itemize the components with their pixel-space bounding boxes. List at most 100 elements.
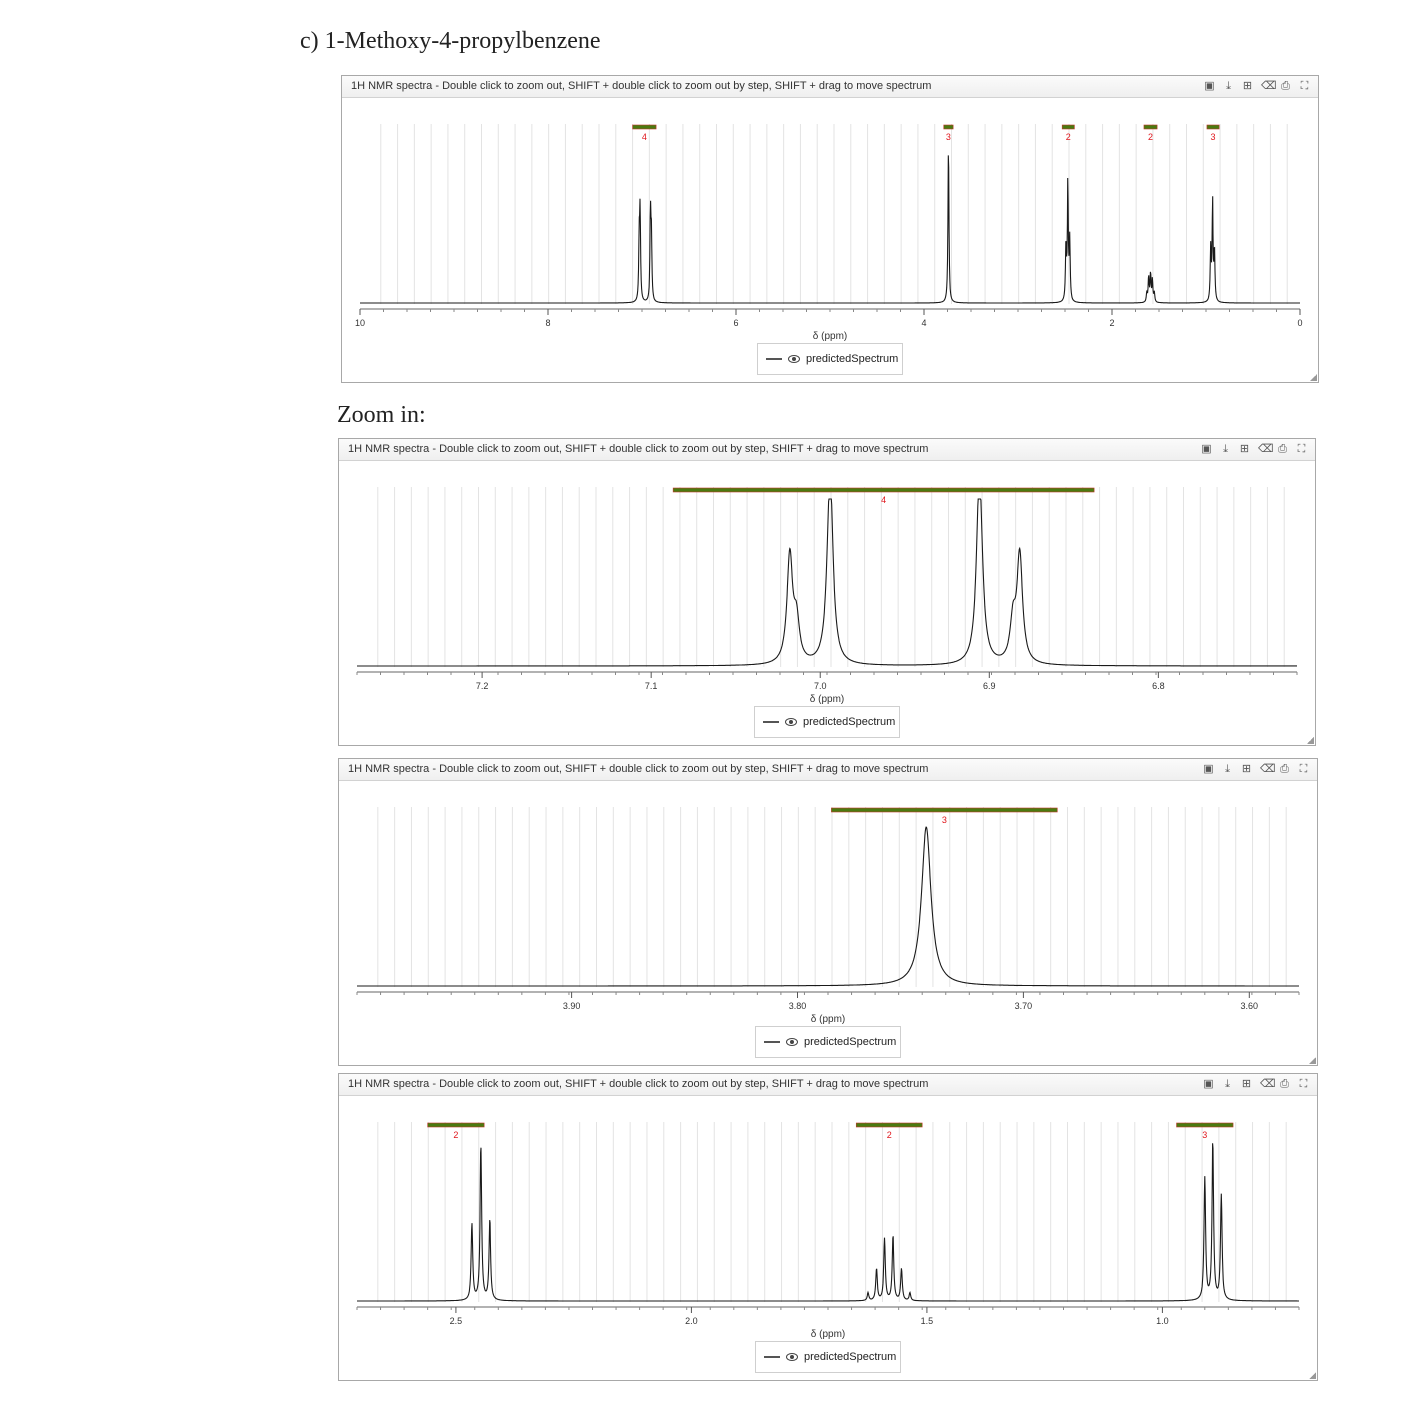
resize-handle-icon[interactable] — [1307, 737, 1314, 744]
eraser-icon[interactable]: ⌫ — [1261, 80, 1277, 92]
legend-label: predictedSpectrum — [803, 716, 896, 728]
legend[interactable]: predictedSpectrum — [755, 1026, 901, 1058]
export-image-icon[interactable]: ▣ — [1201, 443, 1212, 455]
fullscreen-icon[interactable]: ⛶ — [1299, 1078, 1308, 1090]
x-tick-label: 7.2 — [476, 681, 489, 691]
integral-label: 3 — [1202, 1130, 1207, 1140]
download-icon[interactable]: ⤓ — [1226, 80, 1231, 92]
export-image-icon[interactable]: ▣ — [1203, 1078, 1214, 1090]
integral-bar — [1206, 124, 1220, 130]
x-tick-label: 2.5 — [450, 1316, 463, 1326]
eraser-icon[interactable]: ⌫ — [1260, 763, 1276, 775]
integral-bar — [1143, 124, 1158, 130]
table-icon[interactable]: ⊞ — [1241, 1078, 1252, 1090]
nmr-panel-alkyl[interactable]: 1H NMR spectra - Double click to zoom ou… — [338, 1073, 1318, 1381]
fullscreen-icon[interactable]: ⛶ — [1299, 763, 1308, 775]
legend-line-swatch — [763, 721, 779, 723]
nmr-panel-methoxy[interactable]: 1H NMR spectra - Double click to zoom ou… — [338, 758, 1318, 1066]
x-tick-label: 0 — [1297, 318, 1302, 328]
fullscreen-icon[interactable]: ⛶ — [1297, 443, 1306, 455]
x-tick-label: 1.0 — [1156, 1316, 1169, 1326]
x-tick-label: 3.80 — [789, 1001, 807, 1011]
nmr-panel-full[interactable]: 1H NMR spectra - Double click to zoom ou… — [341, 75, 1319, 383]
print-icon[interactable]: ⎙ — [1280, 763, 1289, 775]
integral-label: 3 — [942, 815, 947, 825]
download-icon[interactable]: ⤓ — [1225, 1078, 1230, 1090]
legend-label: predictedSpectrum — [804, 1351, 897, 1363]
x-tick-label: 3.60 — [1241, 1001, 1259, 1011]
chart-title-text: 1H NMR spectra - Double click to zoom ou… — [348, 443, 929, 455]
eye-icon[interactable] — [786, 1353, 798, 1361]
spectrum-trace — [357, 498, 1297, 667]
integral-bar — [672, 487, 1095, 493]
resize-handle-icon[interactable] — [1310, 374, 1317, 381]
chart-title: 1H NMR spectra - Double click to zoom ou… — [342, 76, 1318, 98]
x-tick-label: 2 — [1109, 318, 1114, 328]
section-heading: c) 1-Methoxy-4-propylbenzene — [300, 28, 601, 54]
chart-title: 1H NMR spectra - Double click to zoom ou… — [339, 439, 1315, 461]
x-axis-label: δ (ppm) — [813, 331, 847, 342]
spectrum-plot: 10 8 6 4 2 0 δ (ppm) 4 3 2 2 3 — [355, 124, 1303, 342]
chart-toolbar: ▣ ⤓ ⊞ ⌫ ⎙ ⛶ — [1204, 76, 1310, 97]
x-tick-label: 6.8 — [1152, 681, 1165, 691]
chart-title: 1H NMR spectra - Double click to zoom ou… — [339, 1074, 1317, 1096]
export-image-icon[interactable]: ▣ — [1204, 80, 1215, 92]
x-tick-label: 7.0 — [814, 681, 827, 691]
chart-title: 1H NMR spectra - Double click to zoom ou… — [339, 759, 1317, 781]
chart-title-text: 1H NMR spectra - Double click to zoom ou… — [348, 763, 929, 775]
integral-bar — [943, 124, 954, 130]
legend-line-swatch — [764, 1041, 780, 1043]
integral-label: 3 — [1211, 132, 1216, 142]
nmr-panel-aromatic[interactable]: 1H NMR spectra - Double click to zoom ou… — [338, 438, 1316, 746]
eye-icon[interactable] — [786, 1038, 798, 1046]
spectrum-plot: 2.5 2.0 1.5 1.0 δ (ppm) 2 2 3 — [356, 1122, 1300, 1340]
legend[interactable]: predictedSpectrum — [754, 706, 900, 738]
integral-bar — [855, 1122, 923, 1128]
table-icon[interactable]: ⊞ — [1242, 80, 1253, 92]
table-icon[interactable]: ⊞ — [1239, 443, 1250, 455]
legend-line-swatch — [766, 358, 782, 360]
eraser-icon[interactable]: ⌫ — [1260, 1078, 1276, 1090]
integral-label: 3 — [946, 132, 951, 142]
eye-icon[interactable] — [785, 718, 797, 726]
download-icon[interactable]: ⤓ — [1223, 443, 1228, 455]
integral-label: 2 — [453, 1130, 458, 1140]
x-tick-label: 1.5 — [921, 1316, 934, 1326]
x-axis-label: δ (ppm) — [811, 1014, 845, 1025]
integral-bar — [1176, 1122, 1234, 1128]
integral-label: 4 — [881, 495, 886, 505]
integral-label: 4 — [642, 132, 647, 142]
eraser-icon[interactable]: ⌫ — [1258, 443, 1274, 455]
x-tick-label: 2.0 — [685, 1316, 698, 1326]
resize-handle-icon[interactable] — [1309, 1057, 1316, 1064]
x-tick-label: 10 — [355, 318, 365, 328]
chart-toolbar: ▣ ⤓ ⊞ ⌫ ⎙ ⛶ — [1203, 1074, 1309, 1095]
zoom-heading: Zoom in: — [337, 402, 426, 428]
integral-bar — [427, 1122, 485, 1128]
integral-label: 2 — [1148, 132, 1153, 142]
export-image-icon[interactable]: ▣ — [1203, 763, 1214, 775]
fullscreen-icon[interactable]: ⛶ — [1300, 80, 1309, 92]
legend[interactable]: predictedSpectrum — [755, 1341, 901, 1373]
print-icon[interactable]: ⎙ — [1281, 80, 1290, 92]
eye-icon[interactable] — [788, 355, 800, 363]
x-tick-label: 8 — [545, 318, 550, 328]
table-icon[interactable]: ⊞ — [1241, 763, 1252, 775]
spectrum-plot: 3.90 3.80 3.70 3.60 δ (ppm) 3 — [356, 807, 1300, 1025]
spectrum-trace — [360, 155, 1300, 304]
x-axis-label: δ (ppm) — [811, 1329, 845, 1340]
chart-title-text: 1H NMR spectra - Double click to zoom ou… — [348, 1078, 929, 1090]
print-icon[interactable]: ⎙ — [1280, 1078, 1289, 1090]
resize-handle-icon[interactable] — [1309, 1372, 1316, 1379]
x-tick-label: 6.9 — [983, 681, 996, 691]
download-icon[interactable]: ⤓ — [1225, 763, 1230, 775]
legend[interactable]: predictedSpectrum — [757, 343, 903, 375]
legend-label: predictedSpectrum — [806, 353, 899, 365]
x-axis-label: δ (ppm) — [810, 694, 844, 705]
spectrum-plot: 7.2 7.1 7.0 6.9 6.8 δ (ppm) 4 — [356, 487, 1298, 705]
x-tick-label: 3.90 — [563, 1001, 581, 1011]
spectrum-trace — [357, 826, 1299, 987]
print-icon[interactable]: ⎙ — [1278, 443, 1287, 455]
integral-bar — [1061, 124, 1075, 130]
legend-line-swatch — [764, 1356, 780, 1358]
